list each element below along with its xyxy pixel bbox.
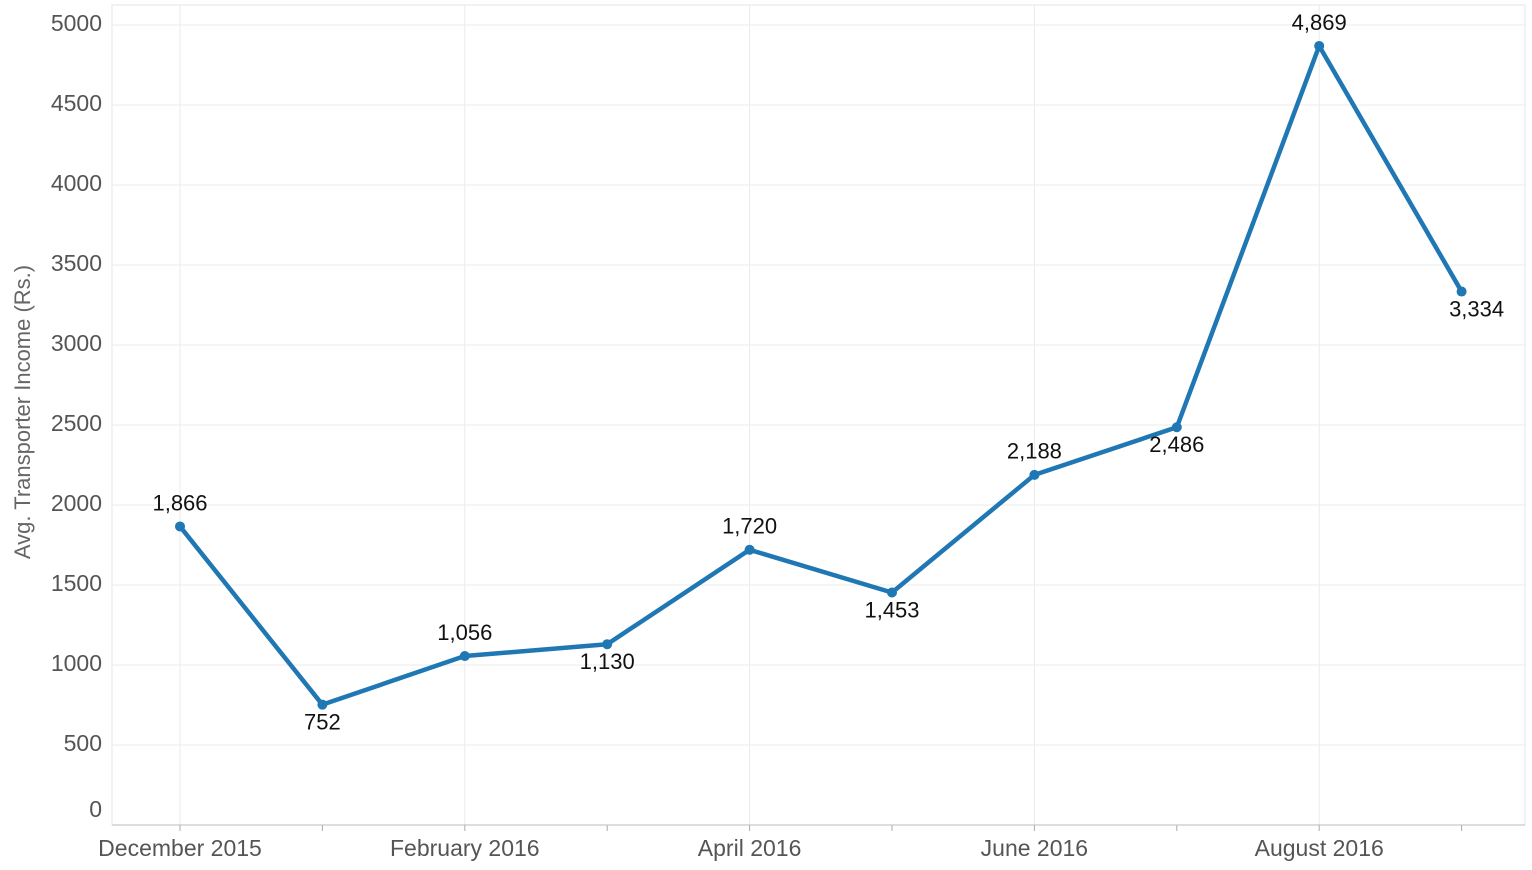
point bbox=[317, 699, 328, 710]
x-tick-label: August 2016 bbox=[1255, 835, 1384, 861]
point bbox=[602, 639, 613, 650]
x-tick-label: December 2015 bbox=[98, 835, 262, 861]
point bbox=[744, 544, 755, 555]
data-label: 3,334 bbox=[1449, 296, 1504, 321]
point bbox=[1029, 469, 1040, 480]
y-tick-label: 4000 bbox=[51, 170, 102, 196]
y-tick-label: 5000 bbox=[51, 10, 102, 36]
point bbox=[1456, 286, 1467, 297]
y-axis-label: Avg. Transporter Income (Rs.) bbox=[10, 265, 35, 559]
data-label: 1,056 bbox=[437, 620, 492, 645]
data-label: 1,130 bbox=[580, 649, 635, 674]
data-label: 2,188 bbox=[1007, 439, 1062, 464]
point bbox=[1314, 40, 1325, 51]
y-tick-label: 2500 bbox=[51, 410, 102, 436]
point bbox=[1171, 422, 1182, 433]
x-tick-label: April 2016 bbox=[698, 835, 802, 861]
y-tick-label: 3000 bbox=[51, 330, 102, 356]
y-tick-label: 1500 bbox=[51, 570, 102, 596]
y-tick-label: 500 bbox=[64, 730, 102, 756]
data-label: 4,869 bbox=[1292, 10, 1347, 35]
x-tick-label: February 2016 bbox=[390, 835, 540, 861]
point bbox=[459, 651, 470, 662]
data-label: 1,720 bbox=[722, 514, 777, 539]
x-tick-label: June 2016 bbox=[981, 835, 1088, 861]
y-tick-label: 1000 bbox=[51, 650, 102, 676]
y-tick-label: 2000 bbox=[51, 490, 102, 516]
data-label: 1,453 bbox=[864, 597, 919, 622]
y-tick-label: 0 bbox=[89, 796, 102, 822]
y-tick-label: 4500 bbox=[51, 90, 102, 116]
point bbox=[175, 521, 185, 532]
point bbox=[887, 587, 897, 598]
data-label: 2,486 bbox=[1149, 432, 1204, 457]
line bbox=[178, 43, 1464, 707]
data-label: 1,866 bbox=[152, 490, 207, 515]
y-tick-label: 3500 bbox=[51, 250, 102, 276]
data-label: 752 bbox=[304, 709, 341, 734]
